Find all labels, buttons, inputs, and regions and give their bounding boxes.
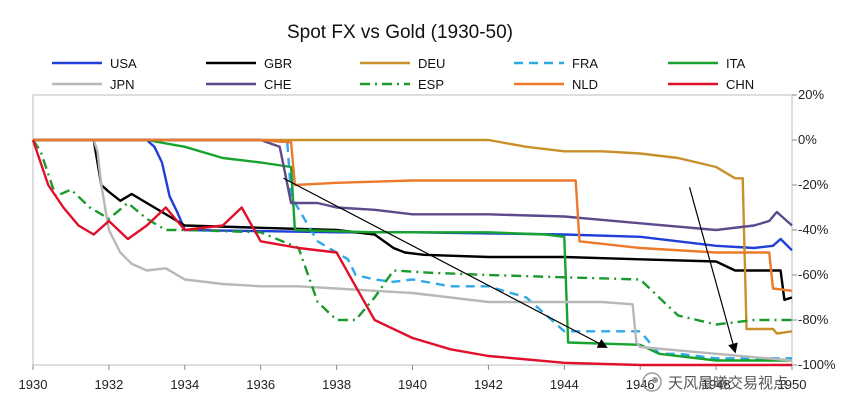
y-tick-label: -80%	[798, 312, 829, 327]
watermark: 天风晨曦交易视点	[642, 372, 788, 392]
legend-label-gbr: GBR	[264, 56, 292, 71]
x-tick-label: 1944	[550, 377, 579, 392]
series-line-che	[33, 138, 793, 232]
legend-label-esp: ESP	[418, 77, 444, 92]
legend-label-che: CHE	[264, 77, 292, 92]
x-tick-label: 1942	[474, 377, 503, 392]
y-tick-label: -20%	[798, 177, 829, 192]
x-tick-label: 1936	[246, 377, 275, 392]
chart-title: Spot FX vs Gold (1930-50)	[287, 22, 513, 43]
series-line-nld	[33, 138, 793, 292]
x-tick-label: 1940	[398, 377, 427, 392]
x-tick-label: 1948	[702, 377, 731, 392]
series-line-esp	[32, 139, 792, 326]
watermark-logo-icon	[642, 372, 662, 392]
y-tick-label: 0%	[798, 132, 817, 147]
legend-label-usa: USA	[110, 56, 137, 71]
series-line-ita	[33, 138, 792, 362]
y-tick-label: 20%	[798, 87, 824, 102]
plot-area	[32, 94, 793, 366]
trend-arrow-2	[688, 187, 738, 354]
x-tick-label: 1946	[626, 377, 655, 392]
legend: USA GBR DEU FRA ITA JPN CHE ESP NLD CHN	[52, 56, 754, 92]
series-line-deu	[33, 138, 793, 335]
legend-label-ita: ITA	[726, 56, 746, 71]
y-tick-label: -60%	[798, 267, 829, 282]
legend-label-nld: NLD	[572, 77, 598, 92]
x-tick-label: 1934	[170, 377, 199, 392]
watermark-text: 天风晨曦交易视点	[668, 374, 788, 392]
legend-label-deu: DEU	[418, 56, 445, 71]
watermark-logo-dot	[652, 377, 658, 383]
x-tick-label: 1932	[94, 377, 123, 392]
series-layer	[31, 138, 793, 367]
y-tick-label: -100%	[798, 357, 836, 372]
series-line-chn	[31, 139, 792, 367]
legend-label-chn: CHN	[726, 77, 754, 92]
x-axis: 1930 1932 1934 1936 1938 1940 1942 1944 1946 1948…	[19, 365, 807, 392]
trend-arrow-1	[283, 177, 608, 348]
x-tick-label: 1950	[778, 377, 807, 392]
y-tick-label: -40%	[798, 222, 829, 237]
legend-label-jpn: JPN	[110, 77, 135, 92]
legend-label-fra: FRA	[572, 56, 598, 71]
x-tick-label: 1938	[322, 377, 351, 392]
trend-arrows	[283, 177, 738, 354]
y-axis: 20% 0% -20% -40% -60% -80% -100%	[792, 87, 836, 372]
x-tick-label: 1930	[19, 377, 48, 392]
